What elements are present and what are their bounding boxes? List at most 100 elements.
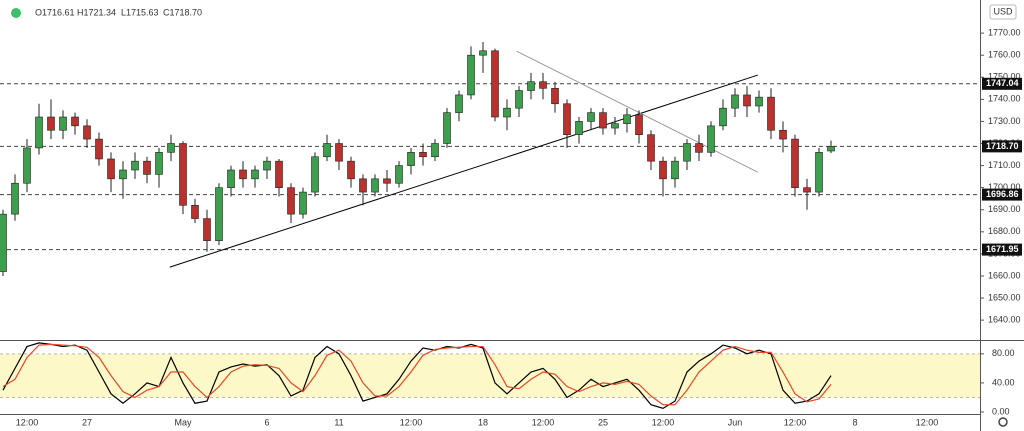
candle-body xyxy=(95,138,103,160)
candle-body xyxy=(719,107,727,127)
level-label: 1718.70 xyxy=(986,141,1019,151)
candle-body xyxy=(731,94,739,109)
x-tick-label: 12:00 xyxy=(916,417,939,427)
candle-body xyxy=(827,146,835,152)
candle-body xyxy=(23,147,31,184)
candle-body xyxy=(635,114,643,135)
candle-body xyxy=(215,187,223,241)
candle-body xyxy=(755,96,763,107)
y-tick-label: 1740.00 xyxy=(988,94,1021,104)
ohlc-close: C1718.70 xyxy=(163,7,202,17)
candle-body xyxy=(71,116,79,127)
candle-body xyxy=(287,187,295,215)
candle-body xyxy=(179,143,187,206)
candle-body xyxy=(311,156,319,193)
ohlc-open: O1716.61 xyxy=(35,7,75,17)
candle-body xyxy=(0,213,7,272)
level-label: 1671.95 xyxy=(986,244,1019,254)
x-tick-label: 12:00 xyxy=(532,417,555,427)
y-tick-label: 1650.00 xyxy=(988,292,1021,302)
x-tick-label: 12:00 xyxy=(784,417,807,427)
candle-body xyxy=(491,50,499,118)
candle-body xyxy=(191,205,199,219)
candle-body xyxy=(263,160,271,171)
candle-body xyxy=(359,178,367,193)
candle-body xyxy=(119,169,127,180)
candle-body xyxy=(515,90,523,109)
candle-body xyxy=(803,187,811,193)
candle-body xyxy=(707,125,715,153)
x-tick-label: Jun xyxy=(728,417,743,427)
candle-body xyxy=(407,152,415,166)
candle-body xyxy=(251,169,259,180)
candle-body xyxy=(455,94,463,113)
y-tick-label: 80.00 xyxy=(992,348,1015,358)
x-tick-label: 18 xyxy=(478,417,488,427)
candle-body xyxy=(239,169,247,180)
candle-body xyxy=(575,121,583,135)
level-label: 1747.04 xyxy=(986,78,1019,88)
candle-body xyxy=(683,143,691,162)
settings-gear[interactable] xyxy=(998,417,1008,427)
candle-body xyxy=(527,81,535,91)
level-label: 1696.86 xyxy=(986,189,1019,199)
candle-body xyxy=(743,94,751,107)
candle-body xyxy=(587,112,595,122)
candle-body xyxy=(551,88,559,105)
candle-body xyxy=(167,143,175,153)
candle-body xyxy=(695,143,703,153)
candle-body xyxy=(599,112,607,129)
candle-body xyxy=(11,182,19,215)
currency-label[interactable]: USD xyxy=(993,6,1013,16)
candle-body xyxy=(155,152,163,175)
candle-body xyxy=(503,107,511,118)
x-tick-label: 11 xyxy=(334,417,343,427)
y-tick-label: 1750.00 xyxy=(988,72,1021,82)
y-tick-label: 1730.00 xyxy=(988,116,1021,126)
candle-body xyxy=(107,158,115,180)
candle-body xyxy=(299,191,307,215)
settings-icon[interactable] xyxy=(998,417,1008,427)
candle-body xyxy=(383,178,391,184)
candle-body xyxy=(431,143,439,158)
status-icon xyxy=(11,8,21,18)
candle-body xyxy=(227,169,235,188)
x-tick-label: 12:00 xyxy=(400,417,423,427)
ohlc-low: L1715.63 xyxy=(121,7,159,17)
y-tick-label: 1700.00 xyxy=(988,182,1021,192)
currency-box[interactable] xyxy=(989,4,1017,20)
candle-body xyxy=(275,160,283,188)
x-tick-label: 12:00 xyxy=(652,417,675,427)
level-label-box xyxy=(982,77,1022,90)
y-tick-label: 1660.00 xyxy=(988,270,1021,280)
level-label-box xyxy=(982,188,1022,201)
candle-body xyxy=(479,50,487,56)
trend-line xyxy=(516,50,759,173)
candle-body xyxy=(323,143,331,158)
x-tick-label: May xyxy=(174,417,192,427)
candle-body xyxy=(395,165,403,184)
x-tick-label: 6 xyxy=(264,417,269,427)
candle-body xyxy=(647,134,655,162)
candle-body xyxy=(371,178,379,193)
ohlc-high: H1721.34 xyxy=(77,7,116,17)
candle-body xyxy=(83,125,91,140)
candle-body xyxy=(815,152,823,193)
candle-body xyxy=(671,160,679,180)
x-tick-label: 8 xyxy=(852,417,857,427)
candle-body xyxy=(47,116,55,131)
candle-body xyxy=(611,123,619,129)
stoch-line xyxy=(2,342,832,410)
candle-body xyxy=(419,152,427,158)
candle-body xyxy=(443,112,451,144)
candle-body xyxy=(203,218,211,241)
candle-body xyxy=(35,116,43,149)
level-label-box xyxy=(982,243,1022,256)
candle-body xyxy=(347,160,355,180)
stoch-band xyxy=(0,353,980,398)
candle-body xyxy=(791,138,799,188)
candle-body xyxy=(767,96,775,131)
level-label-box xyxy=(982,140,1022,153)
candle-body xyxy=(335,143,343,162)
